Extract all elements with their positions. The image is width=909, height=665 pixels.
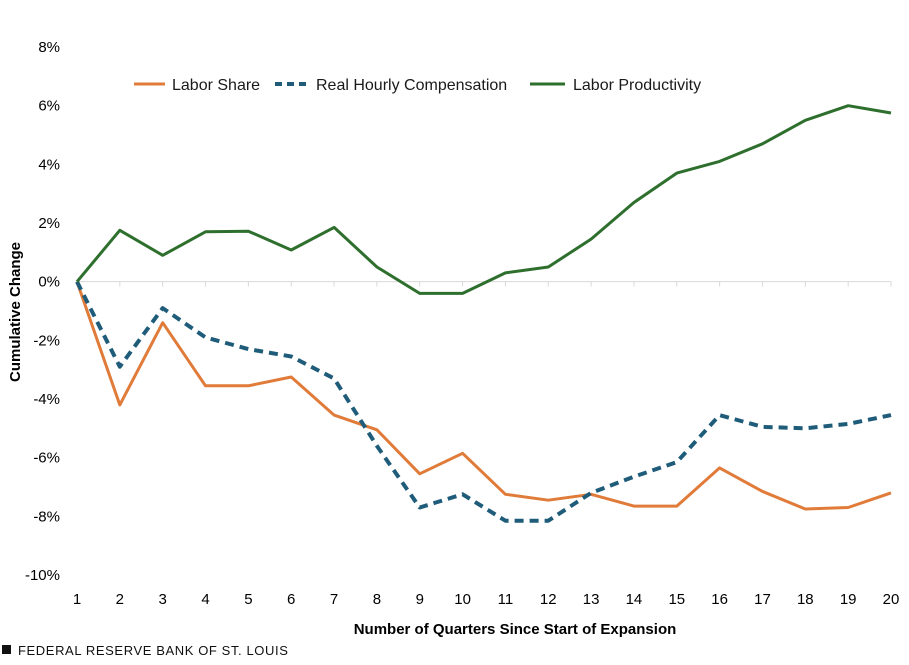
x-tick-label: 2 — [116, 591, 124, 608]
x-tick-label: 17 — [754, 591, 771, 608]
x-tick-label: 1 — [73, 591, 81, 608]
source-label: FEDERAL RESERVE BANK OF ST. LOUIS — [18, 643, 288, 658]
y-axis-title: Cumulative Change — [7, 242, 24, 382]
x-tick-label: 15 — [668, 591, 685, 608]
y-tick-label: -4% — [33, 391, 60, 408]
y-tick-label: -8% — [33, 508, 60, 525]
x-tick-label: 7 — [330, 591, 338, 608]
x-tick-label: 14 — [626, 591, 643, 608]
series-lines — [75, 104, 892, 523]
y-tick-label: 0% — [38, 274, 60, 291]
y-axis-tick-labels: 8% 6% 4% 2% 0% -2% -4% -6% -8% -10% — [25, 39, 60, 584]
x-tick-label: 19 — [840, 591, 857, 608]
x-tick-label: 20 — [883, 591, 900, 608]
x-tick-label: 9 — [416, 591, 424, 608]
y-tick-label: 6% — [38, 98, 60, 115]
legend-label: Real Hourly Compensation — [316, 77, 507, 94]
y-tick-label: 8% — [38, 39, 60, 56]
y-tick-label: -10% — [25, 567, 60, 584]
y-tick-label: -6% — [33, 450, 60, 467]
series-line-labor-productivity — [75, 104, 892, 295]
series-line-real-hourly-compensation — [75, 280, 892, 523]
series-line-labor-share — [75, 281, 892, 511]
x-tick-label: 12 — [540, 591, 557, 608]
source-square-icon — [2, 645, 11, 654]
x-tick-label: 5 — [244, 591, 252, 608]
y-tick-label: -2% — [33, 332, 60, 349]
legend-label: Labor Share — [172, 77, 260, 94]
x-tick-label: 11 — [498, 591, 514, 608]
x-tick-label: 6 — [287, 591, 295, 608]
x-tick-label: 13 — [583, 591, 600, 608]
x-tick-label: 18 — [797, 591, 814, 608]
x-axis-title: Number of Quarters Since Start of Expans… — [354, 621, 677, 638]
y-tick-label: 2% — [38, 215, 60, 232]
x-tick-label: 4 — [201, 591, 209, 608]
x-tick-label: 8 — [373, 591, 381, 608]
x-tick-label: 16 — [711, 591, 728, 608]
legend-label: Labor Productivity — [573, 77, 701, 94]
x-tick-label: 10 — [454, 591, 471, 608]
legend: Labor Share Real Hourly Compensation Labor… — [134, 77, 701, 94]
y-tick-label: 4% — [38, 156, 60, 173]
x-axis: 1 2 3 4 5 6 7 8 9 10 11 12 13 14 15 16 17 18 19 20 — [73, 281, 900, 608]
x-tick-label: 3 — [159, 591, 167, 608]
